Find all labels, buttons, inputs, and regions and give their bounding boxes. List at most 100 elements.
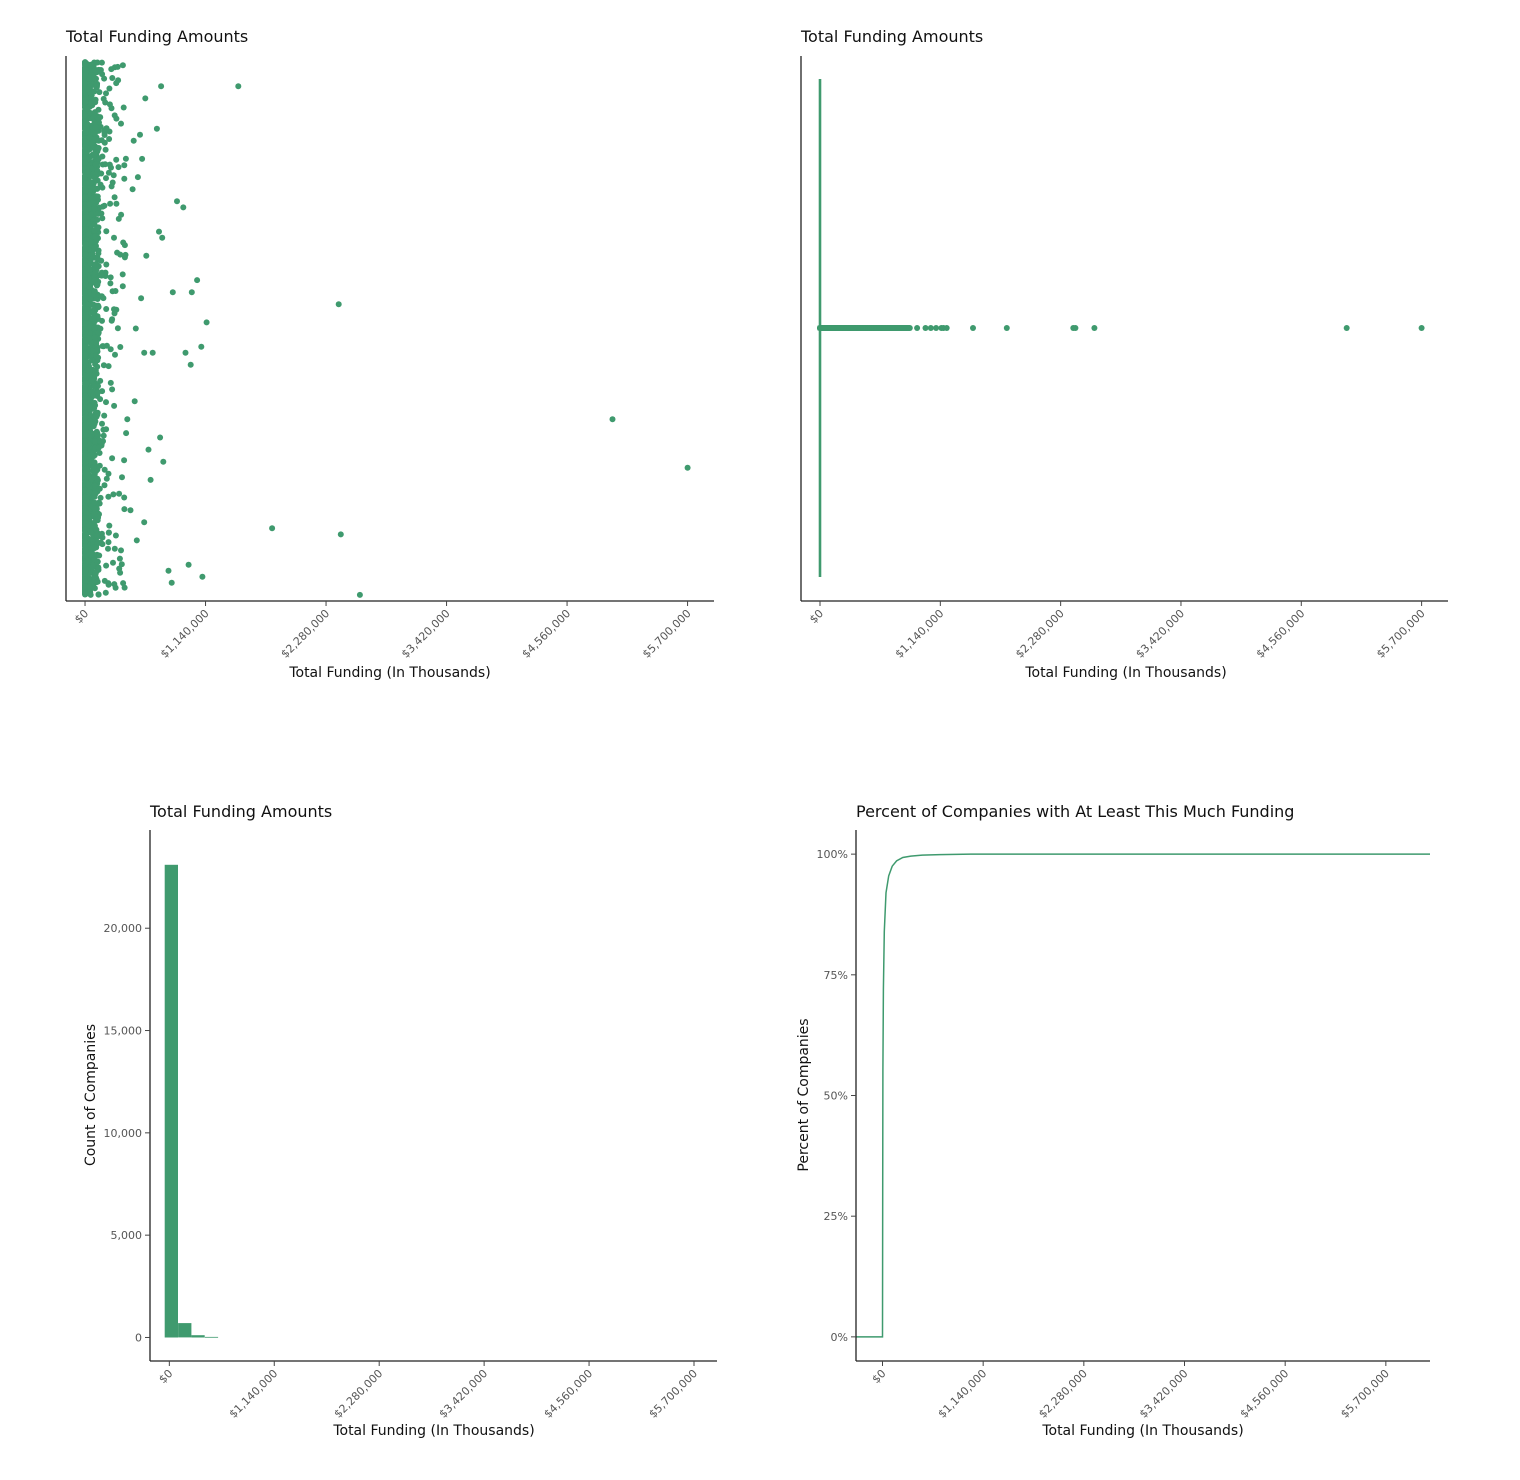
data-point — [87, 335, 94, 342]
x-tick-label: $1,140,000 — [227, 1367, 281, 1421]
data-point — [95, 591, 102, 598]
data-point — [970, 325, 976, 331]
data-point — [169, 289, 176, 296]
y-tick-label: 15,000 — [104, 1025, 143, 1038]
x-tick-label: $5,700,000 — [646, 1367, 700, 1421]
data-point — [111, 234, 117, 241]
data-point — [153, 125, 160, 132]
data-point — [121, 506, 128, 513]
x-tick-label: $5,700,000 — [1374, 607, 1428, 661]
data-point — [92, 482, 99, 489]
data-point — [106, 522, 113, 529]
data-point — [269, 525, 276, 532]
data-point — [180, 204, 187, 211]
data-point — [84, 86, 91, 93]
y-tick-label: 0% — [831, 1331, 848, 1344]
data-point — [92, 361, 99, 368]
data-point — [91, 324, 98, 331]
data-point — [182, 349, 189, 356]
data-point — [90, 464, 97, 471]
data-point — [83, 470, 90, 477]
data-point — [82, 578, 89, 585]
data-point — [94, 216, 101, 223]
data-point — [91, 130, 98, 137]
chart-title: Total Funding Amounts — [800, 27, 983, 46]
data-point — [86, 404, 93, 411]
data-point — [97, 396, 104, 403]
data-point — [91, 544, 98, 551]
data-point — [106, 136, 113, 142]
data-point — [82, 547, 89, 554]
data-point — [84, 121, 91, 128]
data-point — [91, 420, 98, 427]
data-point — [91, 277, 98, 283]
data-point — [100, 295, 107, 302]
x-tick-label: $0 — [72, 607, 91, 626]
data-point — [99, 541, 106, 548]
data-point — [82, 194, 89, 201]
data-point — [198, 343, 205, 350]
data-point — [102, 161, 109, 168]
data-point — [91, 474, 98, 481]
data-point — [92, 83, 99, 90]
data-point — [110, 172, 117, 179]
data-point — [82, 241, 89, 248]
data-point — [927, 325, 934, 331]
x-ticks: $0 $1,140,000 $2,280,000 $3,420,000 $4,560,0… — [807, 601, 1428, 661]
x-tick-label: $1,140,000 — [158, 607, 212, 661]
data-point — [82, 66, 89, 73]
data-point — [99, 184, 106, 191]
data-point — [113, 115, 120, 122]
data-point — [82, 127, 89, 134]
data-point — [91, 119, 98, 126]
data-point — [92, 233, 98, 240]
data-point — [82, 289, 88, 296]
data-point — [943, 325, 950, 331]
data-point — [91, 334, 98, 341]
data-point — [133, 537, 140, 544]
data-point — [95, 303, 102, 310]
data-point — [90, 453, 97, 460]
data-point — [203, 319, 210, 326]
data-point — [113, 200, 120, 207]
y-tick-label: 10,000 — [104, 1127, 143, 1140]
data-point — [102, 589, 109, 596]
y-tick-label: 25% — [824, 1210, 848, 1223]
data-point — [174, 198, 180, 205]
data-point — [1343, 325, 1350, 331]
data-point — [82, 80, 88, 87]
data-point — [93, 347, 100, 354]
histogram-bar — [191, 1335, 205, 1338]
data-point — [109, 455, 116, 462]
data-point — [101, 482, 108, 489]
data-point — [113, 156, 120, 163]
data-point — [137, 131, 143, 138]
data-point — [86, 134, 93, 141]
data-point — [82, 314, 89, 321]
x-ticks: $0 $1,140,000 $2,280,000 $3,420,000 $4,560,0… — [156, 1361, 700, 1421]
data-point — [1003, 325, 1010, 331]
data-point — [99, 215, 106, 222]
data-point — [1418, 325, 1425, 331]
data-point — [142, 95, 149, 102]
data-point — [119, 283, 126, 290]
data-point — [108, 105, 115, 112]
data-point — [103, 175, 109, 182]
data-point — [91, 221, 98, 228]
data-point — [130, 137, 137, 144]
points-layer — [82, 59, 691, 598]
data-point — [93, 413, 100, 420]
data-point — [105, 581, 112, 588]
data-point — [121, 457, 128, 464]
data-point — [108, 183, 115, 190]
data-point — [83, 465, 90, 472]
data-point — [118, 120, 124, 127]
data-point — [914, 325, 921, 331]
data-point — [91, 288, 98, 295]
data-point — [93, 428, 100, 435]
data-point — [82, 352, 88, 359]
data-point — [82, 395, 89, 402]
data-point — [83, 497, 90, 504]
data-point — [82, 344, 89, 351]
data-point — [105, 539, 112, 546]
